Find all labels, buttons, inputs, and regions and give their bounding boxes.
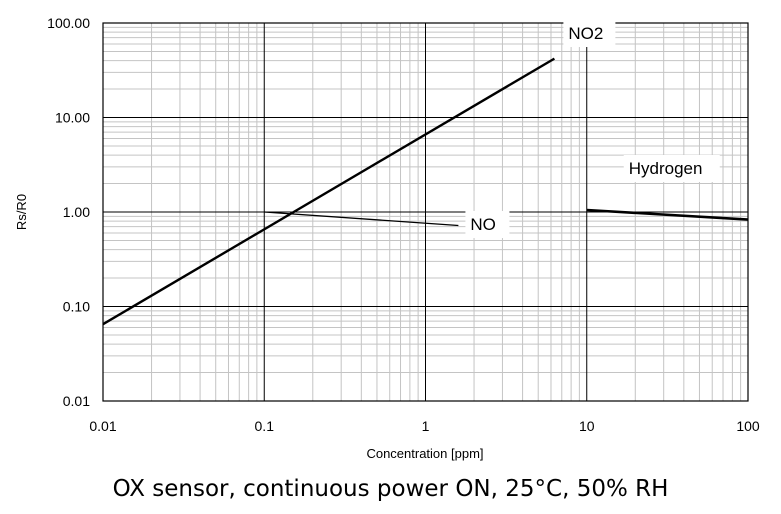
series-label-background <box>623 155 720 182</box>
series-labels: NO2 NO Hydrogen <box>465 20 720 238</box>
series-label-no2: NO2 <box>568 24 603 43</box>
series-line-no2 <box>102 57 556 326</box>
chart-caption: OX sensor, continuous power ON, 25°C, 50… <box>112 476 669 502</box>
series-label-background <box>563 20 616 47</box>
x-tick-label: 0.01 <box>89 418 116 434</box>
plot-area-border <box>102 22 749 402</box>
y-tick-label: 10.00 <box>55 110 90 126</box>
series-label-hydrogen: Hydrogen <box>629 159 703 178</box>
series-line-no <box>264 211 459 227</box>
y-tick-label: 0.01 <box>63 393 90 409</box>
y-tick-label: 0.10 <box>63 299 90 315</box>
x-tick-label: 100 <box>736 418 760 434</box>
series-line-hydrogen <box>586 208 749 221</box>
x-tick-label: 10 <box>579 418 595 434</box>
series-label-background <box>465 211 510 238</box>
tick-labels: 0.01 0.1 1 10 100 0.01 0.10 1.00 10.00 100.00 <box>47 15 760 434</box>
series-lines <box>102 57 749 326</box>
x-tick-label: 1 <box>422 418 430 434</box>
x-axis-label: Concentration [ppm] <box>366 446 483 461</box>
x-tick-label: 0.1 <box>255 418 275 434</box>
series-label-no: NO <box>470 215 496 234</box>
y-tick-label: 1.00 <box>63 204 90 220</box>
y-axis-label: Rs/R0 <box>14 194 29 230</box>
major-gridlines <box>102 22 749 402</box>
y-tick-label: 100.00 <box>47 15 90 31</box>
